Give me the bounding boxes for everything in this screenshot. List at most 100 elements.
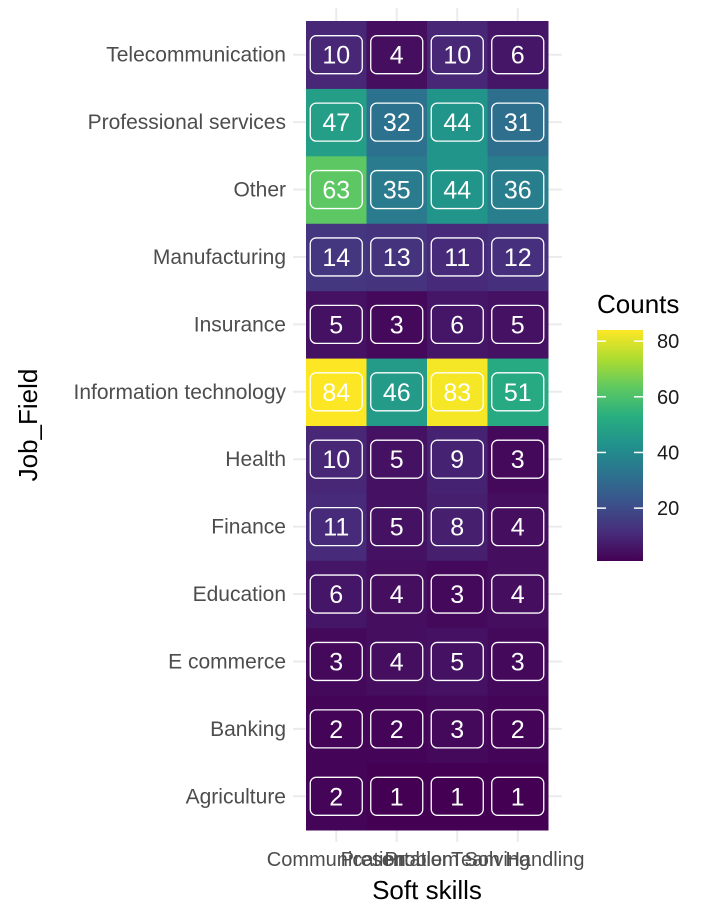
cell-label-box bbox=[370, 35, 424, 75]
legend-title: Counts bbox=[597, 289, 679, 319]
cell-value-label: 3 bbox=[511, 446, 525, 474]
cell-value-label: 51 bbox=[504, 379, 532, 407]
heatmap-cell bbox=[427, 627, 488, 696]
heatmap-cell bbox=[306, 492, 367, 561]
cell-value-label: 6 bbox=[511, 42, 525, 70]
cell-label-box bbox=[491, 169, 545, 210]
heatmap-cell bbox=[366, 627, 428, 696]
legend-tick-label: 20 bbox=[657, 498, 679, 520]
legend-ticks: 20 40 60 80 bbox=[597, 331, 679, 520]
cell-label-box bbox=[430, 372, 484, 412]
y-tick-label: Health bbox=[225, 448, 286, 471]
cell-value-label: 5 bbox=[450, 648, 464, 676]
cell-label-box bbox=[309, 709, 363, 749]
y-tick-label: Banking bbox=[210, 718, 286, 741]
heatmap-cell bbox=[366, 492, 428, 561]
y-tick-label: Professional services bbox=[88, 111, 286, 134]
y-tick-label: Other bbox=[233, 179, 286, 202]
cell-label-box bbox=[430, 641, 484, 682]
cell-label-box bbox=[491, 35, 545, 75]
cell-value-label: 35 bbox=[383, 177, 411, 205]
cell-label-box bbox=[370, 641, 424, 682]
heatmap-cell bbox=[306, 88, 367, 157]
cell-value-label: 1 bbox=[390, 783, 404, 811]
cell-value-label: 5 bbox=[390, 514, 404, 542]
cell-label-box bbox=[430, 574, 484, 614]
cell-label-box bbox=[309, 574, 363, 614]
heatmap-cell bbox=[427, 425, 488, 494]
heatmap-cell bbox=[366, 425, 428, 494]
heatmap-cell bbox=[366, 21, 428, 89]
cell-label-box bbox=[370, 709, 424, 749]
cell-label-box bbox=[491, 641, 545, 682]
cell-value-label: 13 bbox=[383, 244, 411, 272]
legend-tick-label: 60 bbox=[657, 387, 679, 409]
cell-value-label: 5 bbox=[329, 311, 343, 339]
heatmap-cell bbox=[427, 762, 488, 831]
heatmap-cell bbox=[427, 560, 488, 629]
heatmap-cells bbox=[306, 21, 549, 831]
cell-label-box bbox=[491, 506, 545, 547]
cell-label-box bbox=[430, 709, 484, 749]
cell-value-label: 5 bbox=[390, 446, 404, 474]
y-tick-label: Agriculture bbox=[186, 785, 286, 808]
heatmap-cell bbox=[487, 492, 549, 561]
cell-label-box bbox=[309, 776, 363, 816]
cell-value-label: 6 bbox=[329, 581, 343, 609]
heatmap-cell bbox=[427, 88, 488, 157]
cell-value-label: 11 bbox=[323, 514, 349, 542]
y-tick-label: Information technology bbox=[74, 381, 287, 404]
heatmap-cell bbox=[427, 155, 488, 224]
cell-value-label: 44 bbox=[443, 177, 471, 205]
heatmap-cell bbox=[306, 560, 367, 629]
cell-label-box bbox=[309, 169, 363, 210]
cell-value-label: 46 bbox=[383, 379, 411, 407]
heatmap-cell bbox=[487, 290, 549, 359]
cell-label-box bbox=[309, 641, 363, 682]
heatmap-cell bbox=[366, 88, 428, 157]
cell-labels: 2 1 1 12 2 3 23 4 5 36 4 3 411 5 8 410 5 9 384 46 83 515 3 6 514… bbox=[309, 35, 545, 816]
heatmap-cell bbox=[306, 425, 367, 494]
cell-label-box bbox=[370, 574, 424, 614]
cell-value-label: 4 bbox=[390, 42, 404, 70]
heatmap-cell bbox=[366, 695, 428, 764]
cell-value-label: 3 bbox=[511, 648, 525, 676]
x-tick-label: Problem Solving bbox=[384, 849, 530, 871]
heatmap-cell bbox=[366, 290, 428, 359]
cell-value-label: 2 bbox=[329, 783, 343, 811]
heatmap-cell bbox=[487, 560, 549, 629]
cell-value-label: 83 bbox=[443, 379, 471, 407]
y-tick-label: Manufacturing bbox=[153, 246, 286, 269]
cell-value-label: 14 bbox=[322, 244, 350, 272]
cell-value-label: 8 bbox=[450, 514, 464, 542]
cell-value-label: 3 bbox=[329, 648, 343, 676]
cell-label-box bbox=[491, 372, 545, 412]
cell-label-box bbox=[370, 237, 424, 277]
cell-value-label: 10 bbox=[443, 42, 471, 70]
heatmap-cell bbox=[487, 425, 549, 494]
heatmap-cell bbox=[306, 223, 367, 292]
heatmap-cell bbox=[306, 695, 367, 764]
cell-label-box bbox=[370, 372, 424, 412]
cell-value-label: 4 bbox=[511, 514, 525, 542]
cell-label-box bbox=[491, 776, 545, 816]
heatmap-cell bbox=[487, 762, 549, 831]
cell-label-box bbox=[430, 35, 484, 75]
cell-label-box bbox=[309, 237, 363, 277]
x-axis-title: Soft skills bbox=[372, 875, 482, 905]
heatmap-cell bbox=[306, 627, 367, 696]
cell-label-box bbox=[491, 102, 545, 142]
x-tick-label: Presentation bbox=[341, 849, 453, 871]
heatmap-cell bbox=[427, 223, 488, 292]
cell-value-label: 4 bbox=[390, 648, 404, 676]
cell-value-label: 10 bbox=[322, 42, 350, 70]
heatmap-cell bbox=[487, 88, 549, 157]
cell-label-box bbox=[309, 372, 363, 412]
y-axis-ticks: Agriculture Banking E commerce Education Fin… bbox=[74, 44, 287, 809]
cell-value-label: 4 bbox=[390, 581, 404, 609]
heatmap-cell bbox=[427, 290, 488, 359]
cell-label-box bbox=[430, 439, 484, 479]
cell-label-box bbox=[370, 776, 424, 816]
cell-value-label: 11 bbox=[444, 244, 470, 272]
